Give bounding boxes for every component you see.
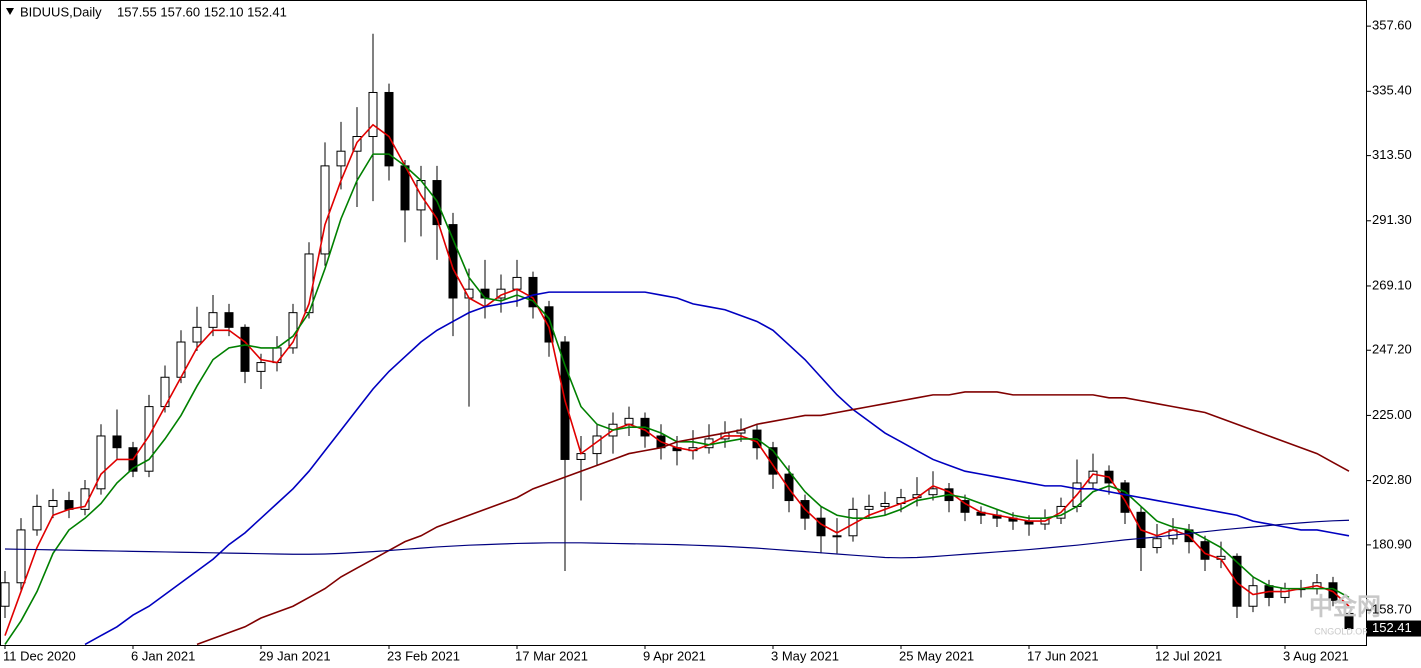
y-tick-label: 269.10 — [1372, 277, 1412, 292]
x-tick-label: 23 Feb 2021 — [387, 648, 460, 663]
candle-body — [192, 326, 202, 343]
y-tick-label: 357.60 — [1372, 18, 1412, 33]
candle-body — [880, 502, 890, 507]
candle-body — [832, 535, 842, 538]
candle-body — [768, 447, 778, 475]
candle-body — [256, 362, 266, 372]
candle-body — [448, 224, 458, 299]
candle-body — [528, 276, 538, 308]
menu-arrow[interactable] — [6, 8, 14, 15]
candle-body — [208, 312, 218, 328]
y-tick-label: 225.00 — [1372, 407, 1412, 422]
moving-average — [4, 519, 1350, 559]
y-tick-label: 180.90 — [1372, 536, 1412, 551]
candle-body — [32, 505, 42, 531]
candle-body — [0, 582, 10, 607]
candle-body — [1152, 538, 1162, 549]
candle-body — [1232, 555, 1242, 607]
candle-body — [48, 500, 58, 507]
candle-body — [320, 165, 330, 255]
x-tick-label: 3 May 2021 — [771, 648, 839, 663]
x-tick-label: 3 Aug 2021 — [1283, 648, 1349, 663]
candle-body — [144, 406, 154, 472]
last-price-label: 152.41 — [1372, 620, 1412, 635]
candle-body — [272, 347, 282, 364]
candle-body — [368, 91, 378, 138]
candle-body — [96, 435, 106, 490]
y-tick-label: 158.70 — [1372, 602, 1412, 617]
y-tick-label: 202.80 — [1372, 472, 1412, 487]
candle-body — [544, 306, 554, 343]
y-tick-label: 313.50 — [1372, 147, 1412, 162]
candle-body — [240, 326, 250, 372]
plot-frame — [0, 0, 1367, 646]
candle-body — [1120, 482, 1130, 513]
x-tick-label: 29 Jan 2021 — [259, 648, 331, 663]
watermark-sub: CNGOLD.ORG — [1314, 626, 1376, 636]
x-tick-label: 6 Jan 2021 — [131, 648, 195, 663]
x-tick-label: 17 Jun 2021 — [1027, 648, 1099, 663]
symbol: BIDUUS,Daily — [20, 4, 102, 19]
candle-body — [928, 488, 938, 496]
moving-average — [4, 123, 1350, 636]
x-tick-label: 12 Jul 2021 — [1155, 648, 1222, 663]
x-tick-label: 17 Mar 2021 — [515, 648, 588, 663]
candle-body — [1088, 470, 1098, 484]
candle-body — [512, 276, 522, 290]
watermark: 中金网 — [1309, 592, 1381, 620]
candle-body — [336, 150, 346, 167]
x-tick-label: 9 Apr 2021 — [643, 648, 706, 663]
candle-body — [864, 505, 874, 510]
quote: 157.55 157.60 152.10 152.41 — [117, 4, 287, 19]
y-tick-label: 247.20 — [1372, 342, 1412, 357]
last-price-box — [1367, 620, 1421, 637]
candle-body — [16, 529, 26, 584]
y-tick-label: 291.30 — [1372, 212, 1412, 227]
x-tick-label: 11 Dec 2020 — [3, 648, 76, 663]
candle-body — [624, 417, 634, 425]
candle-body — [224, 312, 234, 328]
candle-body — [384, 91, 394, 167]
moving-average — [84, 291, 1350, 646]
candle-body — [112, 435, 122, 449]
x-tick-label: 25 May 2021 — [899, 648, 974, 663]
candle-body — [1344, 612, 1354, 630]
y-tick-label: 335.40 — [1372, 83, 1412, 98]
candle-body — [1280, 588, 1290, 598]
candle-body — [784, 473, 794, 502]
candle-body — [1200, 541, 1210, 560]
candle-body — [1248, 585, 1258, 607]
